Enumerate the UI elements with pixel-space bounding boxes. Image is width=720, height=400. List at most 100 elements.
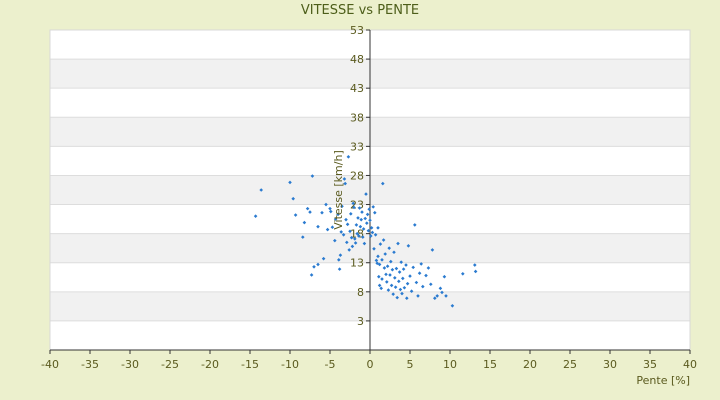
data-point [400,291,404,296]
x-tick-label: -30 [121,358,139,371]
data-point [393,276,397,280]
data-point [377,283,382,288]
data-point [333,217,338,221]
data-point [426,266,431,270]
x-tick-label: -35 [81,358,99,371]
x-tick-label: -25 [161,358,179,371]
data-point [438,286,443,291]
data-point [378,242,383,246]
data-point [357,206,362,210]
y-tick-label: 33 [350,140,364,153]
data-point [339,230,343,234]
y-tick-label: 3 [357,315,364,328]
data-point [357,234,361,238]
data-point [344,217,348,222]
data-point [430,248,435,252]
x-tick-label: 5 [407,358,414,371]
data-point [390,267,395,272]
data-point [324,202,328,207]
data-point [397,270,402,274]
data-point [361,227,366,231]
data-point [376,254,380,259]
data-point [351,201,355,206]
data-point [345,240,349,245]
x-tick-label: 10 [443,358,457,371]
data-point [347,248,351,252]
y-tick-label: 8 [357,286,364,299]
data-point [308,210,312,214]
x-tick-label: -10 [281,358,299,371]
x-axis-ticks: -40 -35 -30 -25 -20 -15 -10 -5 0 5 10 15 20 25 30 35 40 [41,350,697,371]
data-point [389,283,394,288]
data-point [353,241,358,245]
y-tick-label: 13 [350,257,364,270]
data-point [341,233,346,237]
data-point [316,262,320,267]
chart-title: VITESSE vs PENTE [301,3,419,18]
data-point [288,180,292,185]
data-point [369,226,374,230]
data-point [364,192,368,196]
data-point [385,280,389,284]
data-point [380,258,384,262]
data-point [366,228,371,233]
data-point [397,279,401,284]
data-point [354,223,359,227]
data-point [416,294,420,298]
data-point [409,289,414,294]
data-point [429,282,433,287]
data-point [374,258,379,263]
data-point [392,250,396,255]
data-point [377,274,381,279]
data-point [365,221,369,225]
data-point [312,265,316,269]
data-point [395,295,399,300]
y-tick-label: 28 [350,169,364,182]
data-point [381,238,386,242]
data-point [406,244,411,248]
x-tick-label: 40 [683,358,697,371]
data-point [316,224,320,229]
data-point [342,177,347,181]
data-point [360,210,364,214]
data-point [346,155,351,159]
data-point [353,237,357,241]
data-point [473,269,478,274]
data-point [385,264,390,269]
data-point [301,235,305,239]
x-axis-label: Pente [%] [636,374,690,387]
data-point [389,259,393,264]
data-point [435,294,439,298]
data-point [305,206,310,211]
data-point [371,205,375,209]
data-point [413,223,417,227]
data-point [373,233,378,237]
data-point [291,196,295,201]
data-point [253,214,258,218]
data-point [405,281,410,286]
data-point [330,225,335,230]
data-point [377,262,382,267]
data-point [399,260,403,264]
data-point [333,238,337,243]
data-point [349,212,353,216]
data-point [325,227,330,232]
x-tick-label: 25 [563,358,577,371]
data-point [393,285,398,289]
data-point [329,209,333,214]
data-point [450,303,455,308]
data-point [442,274,447,279]
data-point [417,271,422,275]
data-point [352,205,356,210]
data-point [404,263,408,267]
data-point [367,207,371,211]
data-point [408,274,412,278]
data-point [349,235,354,240]
data-point [396,241,400,246]
x-tick-label: -5 [325,358,336,371]
x-tick-label: -20 [201,358,219,371]
data-point [401,276,405,281]
data-point [379,286,383,291]
